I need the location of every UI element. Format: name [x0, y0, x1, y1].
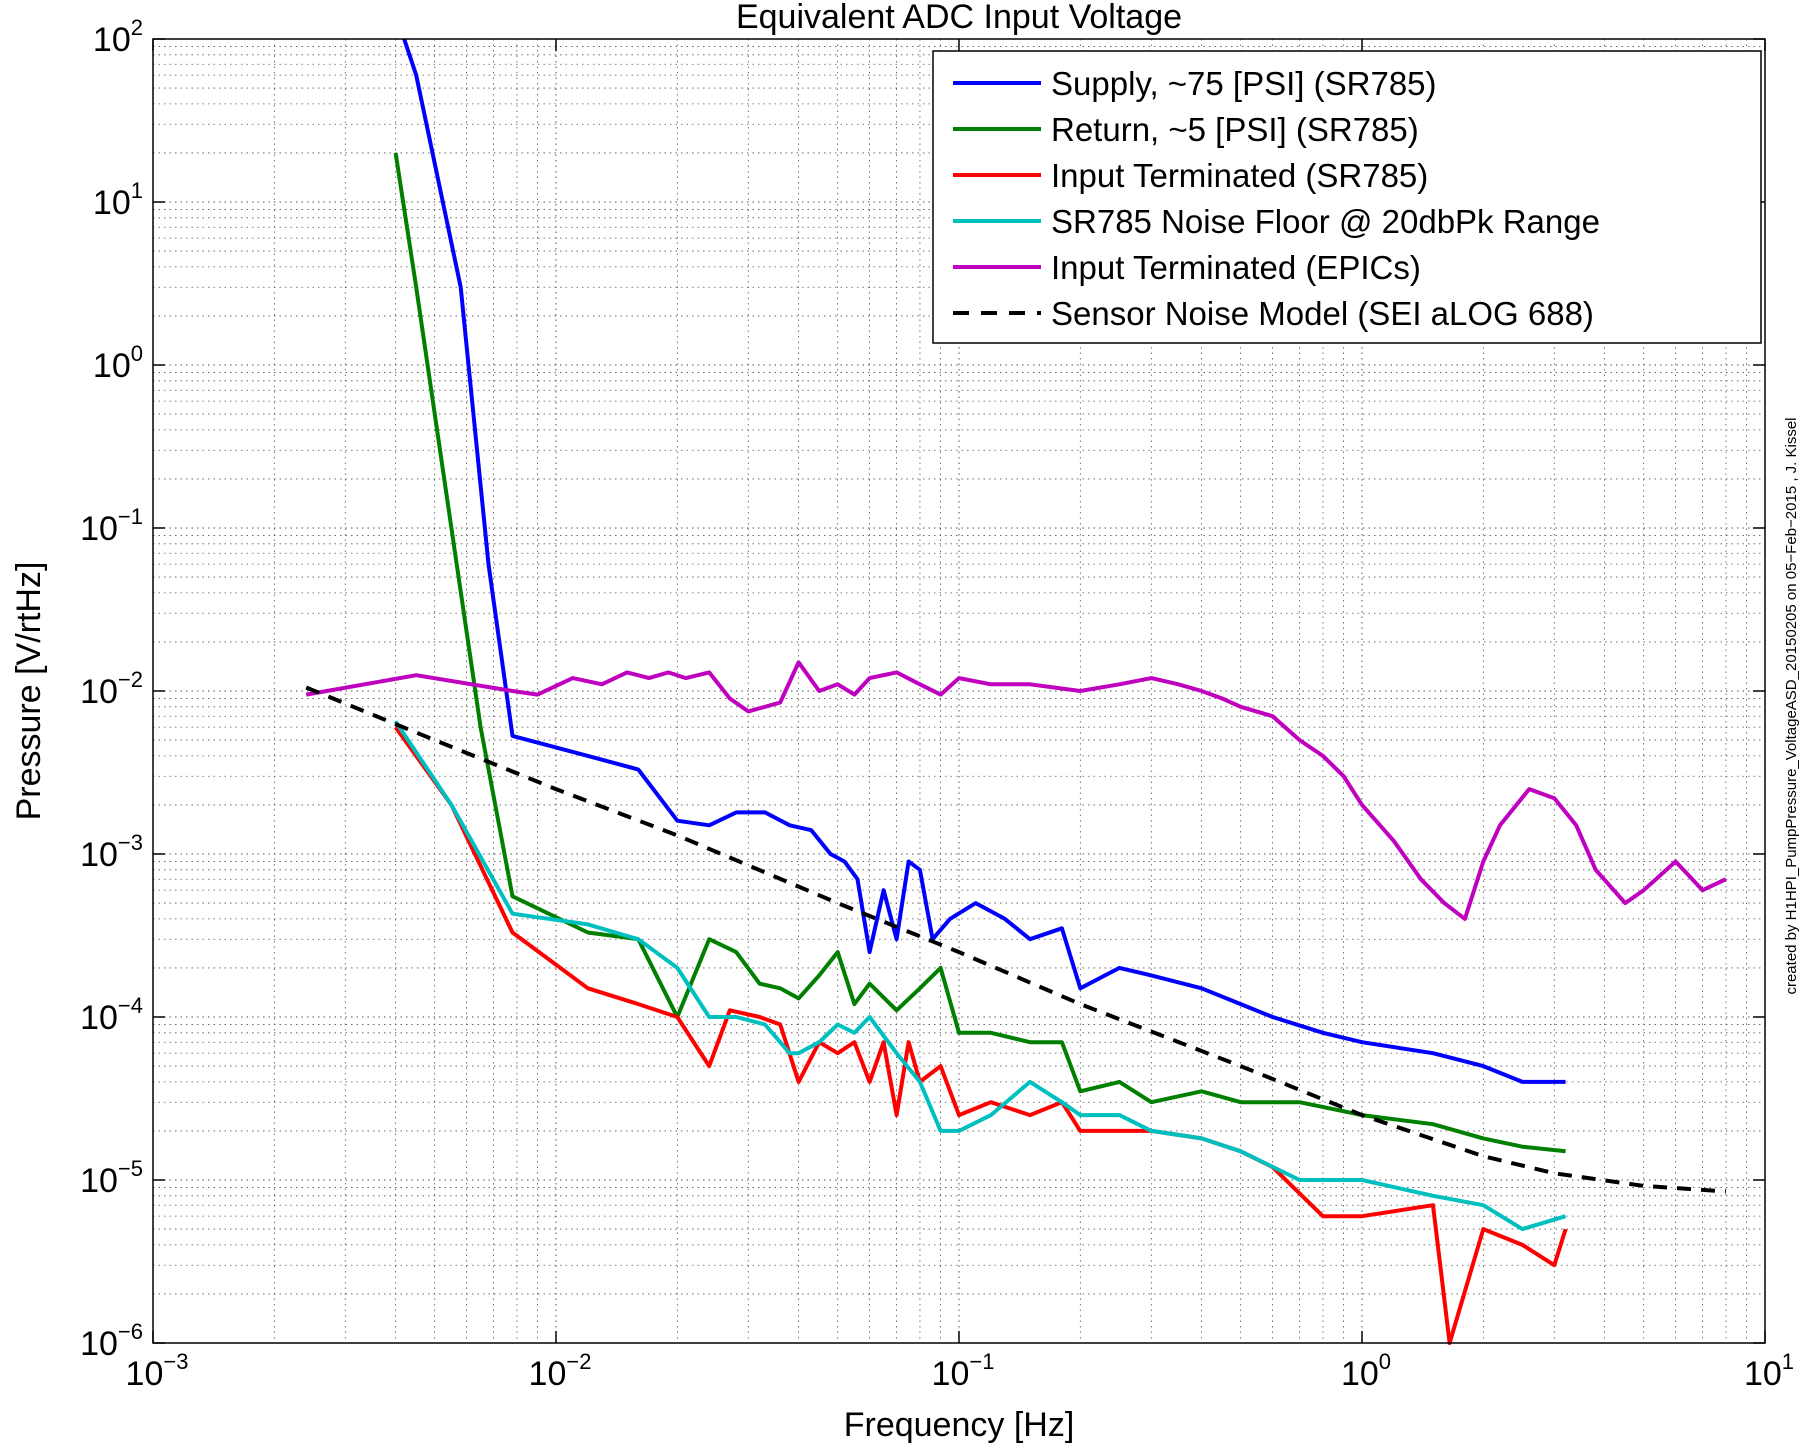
legend-label-3: Input Terminated (SR785)	[1051, 157, 1428, 194]
y-tick-label: 10−2	[80, 667, 143, 711]
legend-label-6: Sensor Noise Model (SEI aLOG 688)	[1051, 295, 1594, 332]
series-line-1	[402, 38, 1566, 1084]
series-line-2	[393, 152, 1566, 1154]
y-tick-label: 102	[93, 15, 143, 59]
series-line-4	[393, 720, 1567, 1232]
series-line-3	[393, 726, 1568, 1345]
y-tick-label: 10−4	[80, 993, 143, 1037]
y-tick-label: 10−6	[80, 1319, 143, 1363]
legend-label-1: Supply, ~75 [PSI] (SR785)	[1051, 65, 1437, 102]
y-tick-label: 10−1	[80, 504, 143, 548]
chart-title: Equivalent ADC Input Voltage	[736, 0, 1182, 36]
y-tick-label: 10−5	[80, 1156, 143, 1200]
y-tick-label: 10−3	[80, 830, 143, 874]
legend-label-5: Input Terminated (EPICs)	[1051, 249, 1421, 286]
legend-label-2: Return, ~5 [PSI] (SR785)	[1051, 111, 1419, 148]
series-line-5	[305, 660, 1727, 921]
y-axis-label: Pressure [V/rtHz]	[10, 562, 48, 821]
x-tick-label: 100	[1341, 1349, 1391, 1393]
series-line-6	[305, 685, 1727, 1194]
legend-label-4: SR785 Noise Floor @ 20dbPk Range	[1051, 203, 1600, 240]
y-tick-label: 100	[93, 341, 143, 385]
legend: Supply, ~75 [PSI] (SR785) Return, ~5 [PSI…	[932, 50, 1762, 344]
credit-text: created by H1HPI_PumpPressure_VoltageASD…	[1783, 417, 1800, 994]
x-axis-label: Frequency [Hz]	[844, 1406, 1075, 1444]
tick-labels: 10−3 10−2 10−1 100 10110210110010−110−210−31…	[80, 15, 1794, 1393]
x-tick-label: 10−3	[126, 1349, 189, 1393]
legend-box	[932, 50, 1762, 344]
x-tick-label: 10−2	[529, 1349, 592, 1393]
x-tick-label: 101	[1744, 1349, 1794, 1393]
y-tick-label: 101	[93, 178, 143, 222]
plot-series	[305, 38, 1727, 1345]
x-tick-label: 10−1	[932, 1349, 995, 1393]
